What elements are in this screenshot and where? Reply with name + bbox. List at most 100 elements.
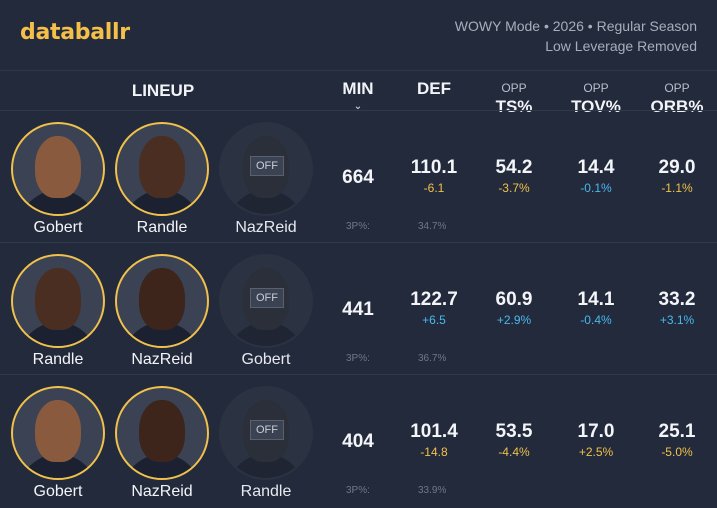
stat-orb: 29.0 -1.1% [637, 157, 717, 195]
col-opp-ts-sub: OPP [501, 81, 527, 95]
player-card[interactable]: Randle [10, 254, 106, 369]
three-pt-label: 3P%: [346, 485, 370, 496]
player-card[interactable]: OFF Gobert [218, 254, 314, 369]
mode-line-1: WOWY Mode • 2026 • Regular Season [454, 18, 697, 34]
player-card[interactable]: OFF Randle [218, 386, 314, 501]
col-def-label: DEF [417, 79, 451, 98]
col-opp-ts[interactable]: OPP TS% [474, 81, 554, 117]
three-pt-value: 36.7% [418, 353, 447, 364]
player-card[interactable]: OFF NazReid [218, 122, 314, 237]
stat-orb: 25.1 -5.0% [637, 421, 717, 459]
off-badge: OFF [250, 288, 284, 308]
three-pt-label: 3P%: [346, 221, 370, 232]
player-name: NazReid [131, 483, 193, 500]
stat-ts-value: 60.9 [495, 289, 533, 310]
stat-def-delta: +6.5 [422, 313, 446, 327]
player-card[interactable]: Gobert [10, 386, 106, 501]
player-face [35, 268, 81, 330]
player-name: Randle [240, 483, 292, 500]
stat-tov-delta: +2.5% [578, 445, 614, 459]
player-card[interactable]: NazReid [114, 386, 210, 501]
chevron-down-icon[interactable]: ⌄ [353, 101, 363, 112]
col-opp-tov-label: TOV% [571, 97, 621, 116]
stat-def-delta: -6.1 [423, 181, 445, 195]
stat-ts-delta: -4.4% [498, 445, 530, 459]
player-name: NazReid [235, 219, 297, 236]
player-card[interactable]: NazReid [114, 254, 210, 369]
player-avatar [11, 254, 105, 348]
stat-ts: 54.2 -3.7% [474, 157, 554, 195]
lineup-row[interactable]: Gobert Randle OFF NazReid 664 110. [0, 110, 717, 243]
player-name: Gobert [33, 219, 83, 236]
mode-line-2: Low Leverage Removed [545, 38, 697, 54]
stat-ts-value: 53.5 [495, 421, 533, 442]
three-pt-label: 3P%: [346, 353, 370, 364]
col-def[interactable]: DEF [394, 79, 474, 99]
player-face [139, 268, 185, 330]
stat-tov: 14.1 -0.4% [556, 289, 636, 327]
stat-orb: 33.2 +3.1% [637, 289, 717, 327]
stat-tov-delta: -0.1% [580, 181, 612, 195]
three-pt-value: 34.7% [418, 221, 447, 232]
stat-ts: 60.9 +2.9% [474, 289, 554, 327]
col-min[interactable]: MIN ⌄ [328, 79, 388, 112]
app-header: databallr WOWY Mode • 2026 • Regular Sea… [0, 0, 717, 70]
stat-def-delta: -14.8 [420, 445, 448, 459]
player-face [35, 136, 81, 198]
minutes-value: 441 [342, 299, 374, 320]
column-headers: LINEUP MIN ⌄ DEF OPP TS% OPP TOV% OPP OR… [0, 70, 717, 123]
minutes-value: 664 [342, 167, 374, 188]
col-opp-ts-label: TS% [495, 97, 533, 116]
player-avatar [115, 254, 209, 348]
col-opp-orb-label: ORB% [650, 97, 704, 116]
player-avatar [11, 386, 105, 480]
stat-ts-value: 54.2 [495, 157, 533, 178]
stat-orb-delta: +3.1% [659, 313, 695, 327]
stat-ts-delta: +2.9% [496, 313, 532, 327]
col-opp-orb-sub: OPP [664, 81, 690, 95]
stat-orb-value: 33.2 [658, 289, 696, 310]
off-badge: OFF [250, 156, 284, 176]
col-opp-tov[interactable]: OPP TOV% [556, 81, 636, 117]
player-name: Gobert [241, 351, 291, 368]
stat-def: 101.4 -14.8 [394, 421, 474, 459]
col-opp-orb[interactable]: OPP ORB% [637, 81, 717, 117]
stat-def-value: 110.1 [410, 157, 458, 178]
stat-def: 122.7 +6.5 [394, 289, 474, 327]
stat-orb-delta: -5.0% [661, 445, 693, 459]
stat-ts-delta: -3.7% [498, 181, 530, 195]
stat-tov-value: 14.1 [577, 289, 615, 310]
col-opp-tov-sub: OPP [583, 81, 609, 95]
stat-orb-delta: -1.1% [661, 181, 693, 195]
player-card[interactable]: Randle [114, 122, 210, 237]
lineup-row[interactable]: Gobert NazReid OFF Randle 404 101. [0, 374, 717, 507]
stat-tov-value: 17.0 [577, 421, 615, 442]
stat-tov: 17.0 +2.5% [556, 421, 636, 459]
player-avatar: OFF [219, 122, 313, 216]
off-badge: OFF [250, 420, 284, 440]
stat-tov-delta: -0.4% [580, 313, 612, 327]
player-name: Randle [32, 351, 84, 368]
stat-def-value: 122.7 [410, 289, 458, 310]
lineup-row[interactable]: Randle NazReid OFF Gobert 441 122. [0, 242, 717, 375]
player-avatar [115, 122, 209, 216]
player-avatar: OFF [219, 386, 313, 480]
mode-info: WOWY Mode • 2026 • Regular Season Low Le… [455, 16, 697, 56]
player-avatar [11, 122, 105, 216]
stat-def-value: 101.4 [410, 421, 458, 442]
stat-orb-value: 29.0 [658, 157, 696, 178]
player-name: NazReid [131, 351, 193, 368]
minutes-value: 404 [342, 431, 374, 452]
stat-ts: 53.5 -4.4% [474, 421, 554, 459]
player-face [139, 400, 185, 462]
stat-tov-value: 14.4 [577, 157, 615, 178]
databallr-logo[interactable]: databallr [20, 20, 130, 45]
player-name: Gobert [33, 483, 83, 500]
stat-def: 110.1 -6.1 [394, 157, 474, 195]
player-name: Randle [136, 219, 188, 236]
player-card[interactable]: Gobert [10, 122, 106, 237]
player-avatar [115, 386, 209, 480]
three-pt-value: 33.9% [418, 485, 447, 496]
col-min-label: MIN [342, 79, 374, 98]
stat-tov: 14.4 -0.1% [556, 157, 636, 195]
